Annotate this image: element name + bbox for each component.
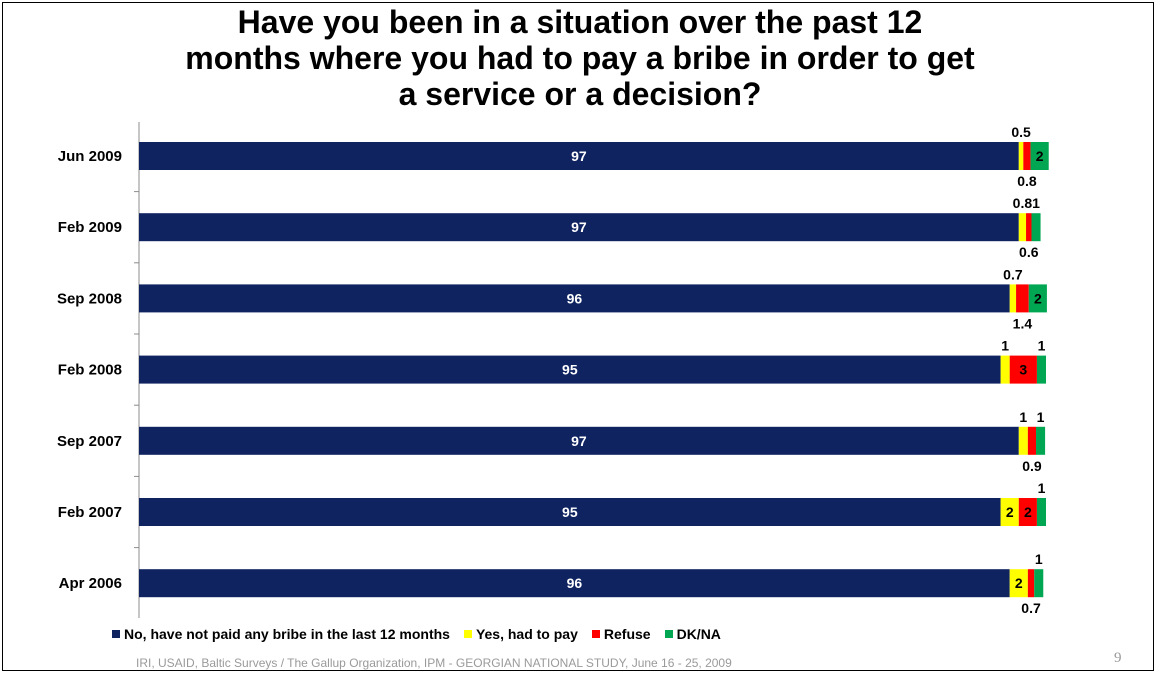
bar-segment-dkna [1028, 284, 1047, 313]
bar-segment-yes [1009, 569, 1028, 598]
data-label-no: 97 [571, 433, 587, 449]
bar-segment-refuse [1023, 142, 1031, 170]
data-label-refuse: 0.7 [1021, 600, 1041, 616]
bar-segment-yes [1018, 142, 1024, 170]
source-note: IRI, USAID, Baltic Surveys / The Gallup … [136, 656, 732, 670]
data-label-dkna: 1 [1032, 195, 1040, 211]
bar-segment-no [139, 426, 1019, 455]
bar-segment-refuse [1009, 355, 1037, 384]
legend-label-yes: Yes, had to pay [475, 626, 578, 642]
data-label-yes: 2 [1015, 575, 1023, 591]
legend-label-dkna: DK/NA [676, 626, 721, 642]
chart-title-line-2: months where you had to pay a bribe in o… [185, 40, 975, 76]
data-label-dkna: 1 [1038, 338, 1046, 354]
legend-label-no: No, have not paid any bribe in the last … [124, 626, 450, 642]
bar-segment-yes [1009, 284, 1017, 313]
bar-segment-dkna [1030, 142, 1049, 170]
bar-segment-refuse [1018, 498, 1037, 526]
data-label-dkna: 1 [1035, 551, 1043, 567]
category-label: Feb 2008 [58, 362, 122, 379]
bar-segment-no [139, 142, 1019, 170]
chart-title-line-1: Have you been in a situation over the pa… [237, 4, 923, 40]
bar-segment-dkna [1036, 355, 1046, 384]
bar-segment-no [139, 284, 1010, 313]
bar-segment-dkna [1034, 569, 1044, 598]
data-label-yes: 0.8 [1013, 195, 1033, 211]
legend-swatch-no [112, 630, 120, 638]
bar-segment-yes [1000, 498, 1019, 526]
data-label-refuse: 3 [1019, 362, 1027, 378]
data-label-yes: 1 [1001, 338, 1009, 354]
data-label-dkna: 1 [1037, 409, 1045, 425]
bar-segment-yes [1000, 355, 1010, 384]
page-number: 9 [1114, 650, 1122, 666]
data-label-dkna: 1 [1038, 480, 1046, 496]
legend-item-no: No, have not paid any bribe in the last … [112, 626, 450, 642]
legend-swatch-yes [463, 630, 472, 638]
category-label: Sep 2008 [57, 290, 122, 307]
bar-segment-yes [1018, 426, 1028, 455]
data-label-no: 97 [571, 219, 587, 235]
category-label: Feb 2007 [58, 504, 122, 521]
data-label-yes: 0.7 [1003, 266, 1023, 282]
data-label-refuse: 0.6 [1019, 244, 1039, 260]
bar-segment-yes [1018, 213, 1027, 242]
legend-swatch-dkna [664, 630, 673, 638]
data-label-yes: 1 [1019, 409, 1027, 425]
bar-segment-refuse [1026, 213, 1032, 242]
bar-segment-refuse [1027, 426, 1037, 455]
bar-segment-refuse [1027, 569, 1035, 598]
chart-title: Have you been in a situation over the pa… [20, 4, 1140, 112]
data-label-refuse: 0.9 [1022, 458, 1042, 474]
bar-segment-no [139, 569, 1010, 598]
legend-label-refuse: Refuse [603, 626, 651, 642]
bar-segment-no [139, 213, 1019, 242]
bar-segment-no [139, 498, 1001, 526]
data-label-refuse: 1.4 [1013, 315, 1033, 331]
data-label-no: 96 [567, 290, 583, 306]
chart-legend: No, have not paid any bribe in the last … [112, 626, 735, 642]
bar-segment-dkna [1031, 213, 1041, 242]
category-label: Apr 2006 [59, 575, 122, 592]
data-label-no: 95 [562, 362, 578, 378]
legend-swatch-refuse [591, 630, 600, 638]
data-label-yes: 0.5 [1011, 124, 1031, 140]
data-label-yes: 2 [1006, 504, 1014, 520]
bar-segment-refuse [1016, 284, 1029, 313]
chart-title-line-3: a service or a decision? [398, 76, 762, 112]
data-label-no: 96 [567, 575, 583, 591]
category-label: Feb 2009 [58, 219, 122, 236]
legend-item-yes: Yes, had to pay [463, 626, 578, 642]
data-label-dkna: 2 [1034, 290, 1042, 306]
bar-segment-no [139, 355, 1001, 384]
legend-item-dkna: DK/NA [664, 626, 721, 642]
category-label: Sep 2007 [57, 433, 122, 450]
data-label-refuse: 0.8 [1017, 173, 1037, 189]
legend-item-refuse: Refuse [591, 626, 651, 642]
bar-segment-dkna [1036, 498, 1046, 526]
data-label-dkna: 2 [1036, 148, 1044, 164]
data-label-no: 97 [571, 148, 587, 164]
bar-segment-dkna [1036, 426, 1046, 455]
category-label: Jun 2009 [58, 148, 122, 165]
data-label-refuse: 2 [1024, 504, 1032, 520]
data-label-no: 95 [562, 504, 578, 520]
